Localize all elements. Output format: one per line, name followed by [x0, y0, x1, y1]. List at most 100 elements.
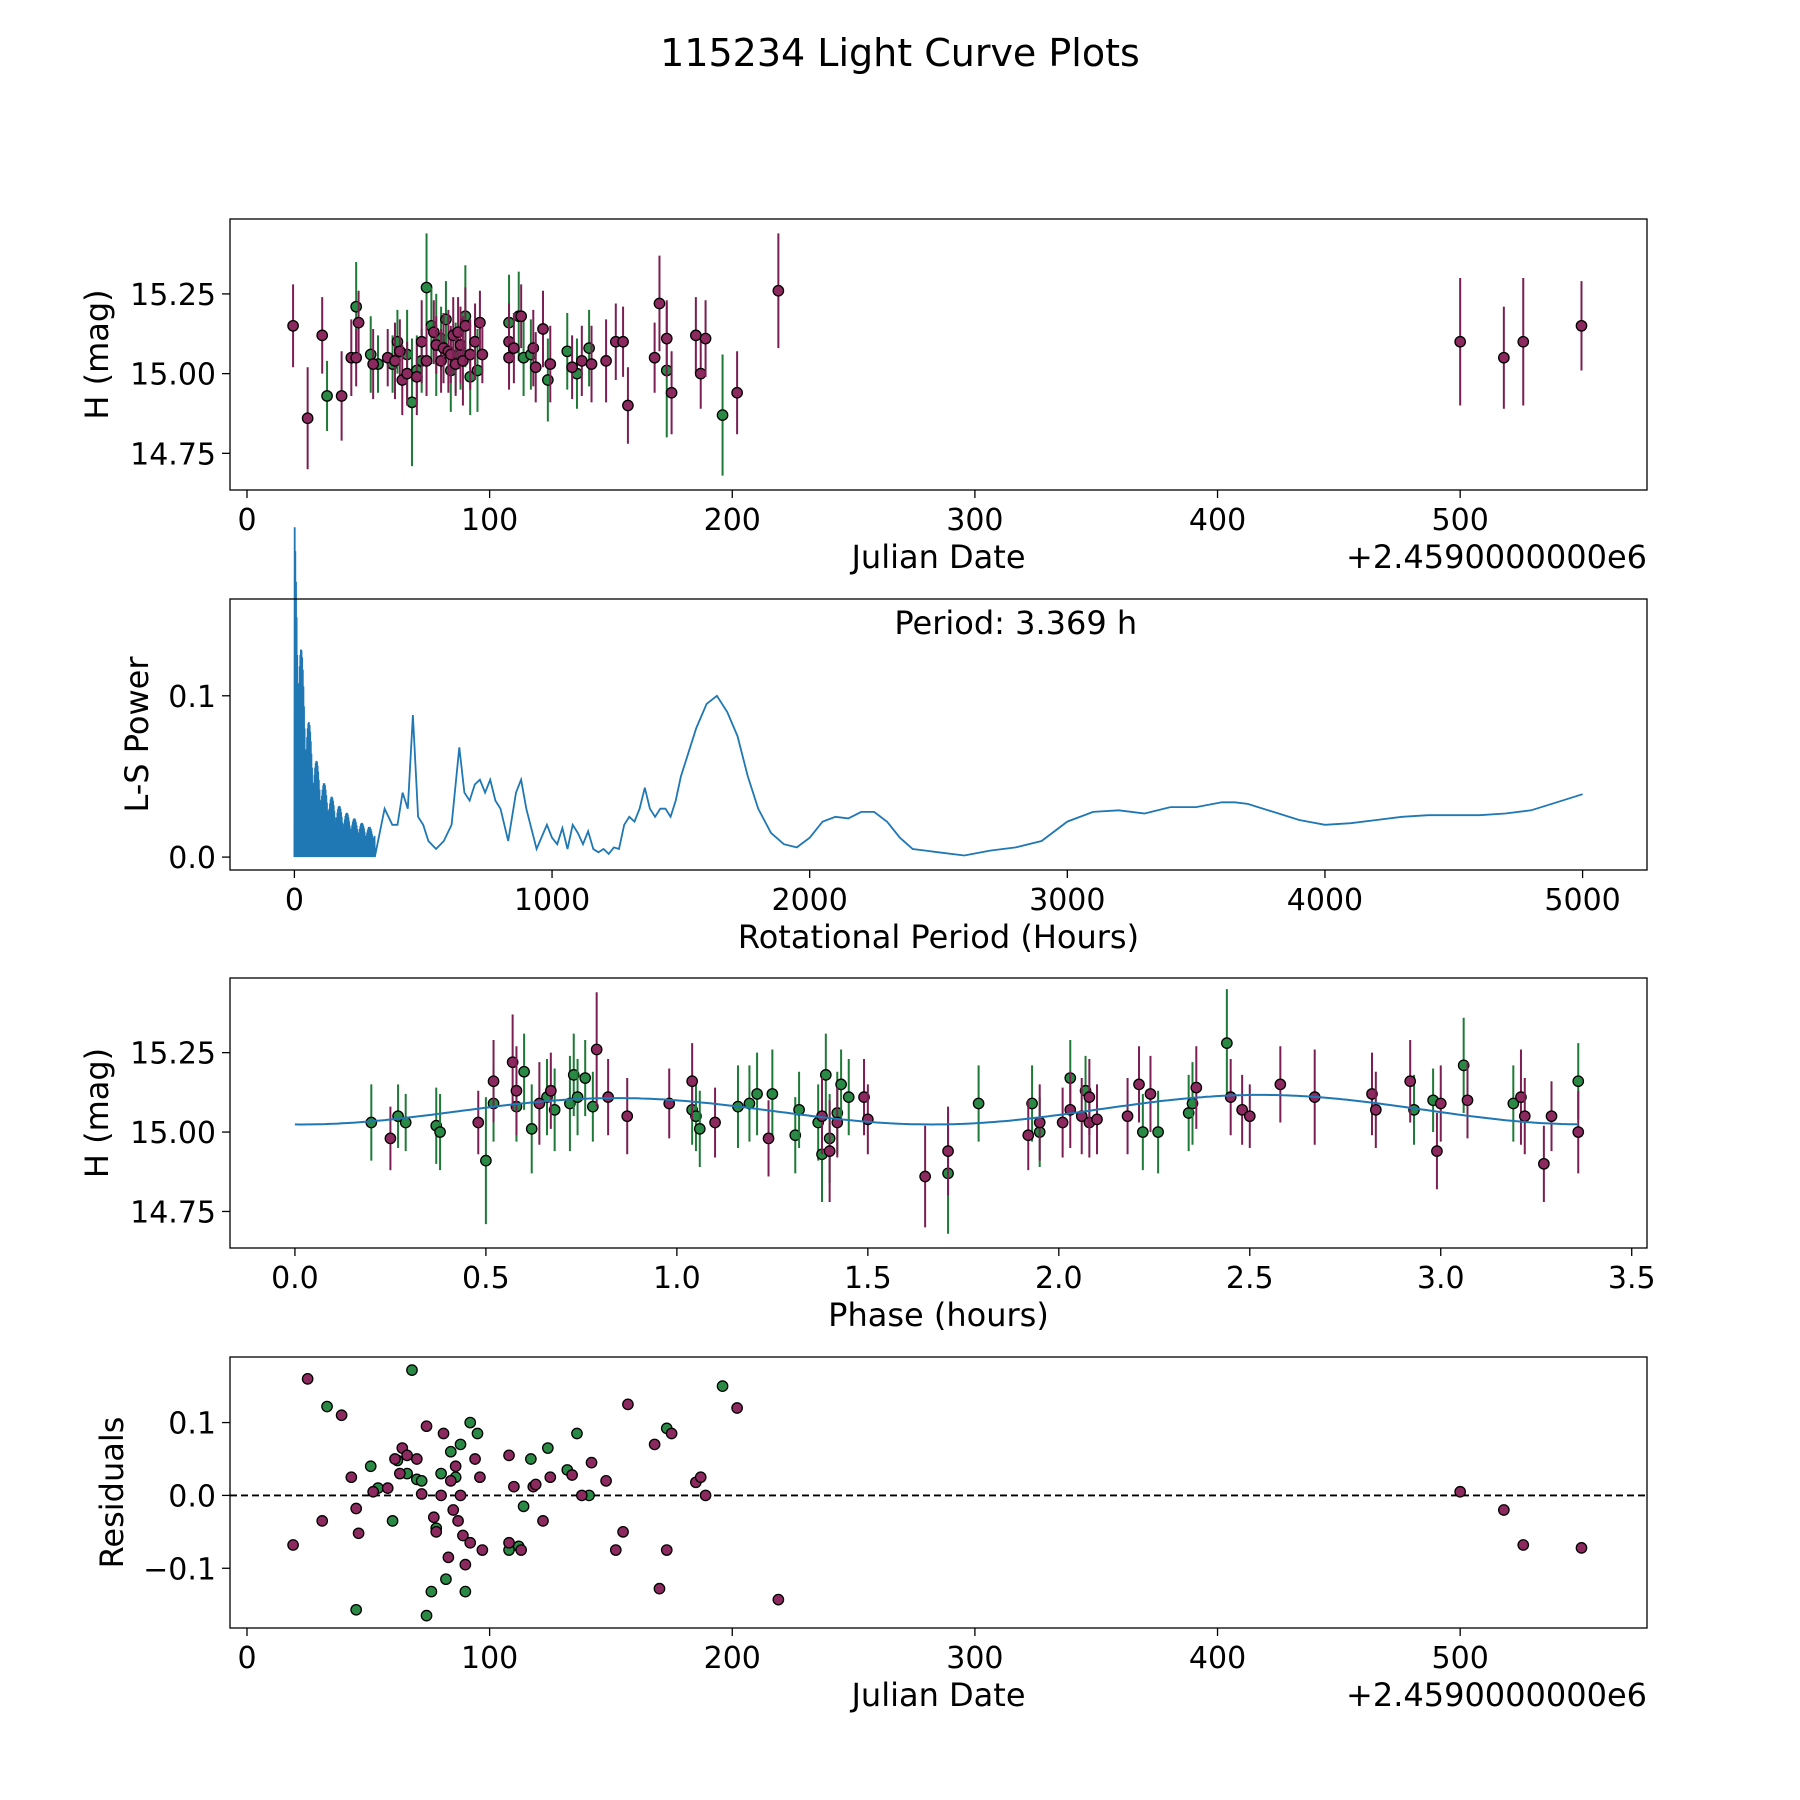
data-point — [858, 1091, 870, 1103]
x-tick-label: 4000 — [1287, 883, 1363, 918]
data-point — [575, 355, 588, 367]
data-point — [386, 1515, 399, 1527]
data-point — [487, 1075, 500, 1088]
data-point — [420, 1420, 433, 1433]
residuals-plot: 0 100 200 300 400 500 −0.1 0.0 0.1 Julian Date Res… — [93, 1356, 1648, 1714]
y-axis-label: H (mag) — [78, 289, 116, 419]
series-green — [365, 989, 1585, 1234]
data-point — [842, 1091, 855, 1103]
data-point — [449, 1460, 462, 1473]
data-point — [430, 1525, 443, 1538]
data-point — [583, 342, 595, 354]
data-point — [367, 1485, 380, 1498]
data-point — [503, 351, 515, 364]
data-point — [454, 1489, 467, 1502]
data-point — [464, 1416, 477, 1429]
data-point — [716, 409, 729, 421]
x-tick-label: 0.5 — [462, 1261, 510, 1296]
x-tick-label: 0 — [237, 1641, 256, 1676]
x-tick-label: 1.0 — [653, 1261, 701, 1296]
data-point — [464, 348, 477, 361]
data-point — [352, 1527, 365, 1540]
x-axis-label: Julian Date — [849, 1676, 1025, 1714]
data-point — [690, 1110, 702, 1123]
data-point — [435, 1467, 447, 1480]
period-annotation: Period: 3.369 h — [894, 604, 1137, 642]
series-purple — [384, 992, 1585, 1228]
data-point — [772, 284, 785, 297]
data-point — [942, 1145, 954, 1157]
data-point — [762, 1132, 775, 1145]
data-point — [585, 358, 598, 370]
data-point — [533, 1097, 546, 1110]
data-point — [384, 1132, 397, 1145]
data-point — [544, 1084, 557, 1097]
data-point — [350, 1603, 363, 1616]
x-tick-label: 5000 — [1544, 883, 1620, 918]
data-point — [699, 332, 712, 345]
data-point — [1545, 1110, 1558, 1123]
data-point — [537, 1515, 549, 1527]
data-point — [1497, 1504, 1510, 1516]
x-tick-label: 200 — [704, 503, 761, 538]
data-point — [444, 1474, 457, 1487]
x-tick-label: 3.0 — [1417, 1261, 1465, 1296]
data-point — [648, 1438, 661, 1451]
data-point — [1224, 1091, 1237, 1103]
x-tick-label: 0 — [237, 503, 256, 538]
data-point — [1221, 1037, 1233, 1049]
data-point — [350, 351, 363, 364]
x-offset-text: +2.4590000000e6 — [1346, 1676, 1647, 1714]
data-point — [1538, 1157, 1550, 1170]
data-point — [459, 1558, 472, 1571]
data-point — [389, 355, 401, 367]
data-point — [364, 1460, 377, 1473]
y-tick-label: 14.75 — [130, 437, 216, 472]
data-point — [1144, 1088, 1157, 1100]
data-point — [321, 1400, 333, 1413]
data-point — [321, 390, 333, 402]
data-point — [590, 1043, 603, 1056]
x-offset-text: +2.4590000000e6 — [1346, 538, 1647, 576]
data-point — [503, 1449, 515, 1462]
data-point — [389, 1453, 401, 1465]
data-point — [542, 374, 554, 386]
data-point — [690, 329, 702, 342]
data-point — [287, 1539, 299, 1551]
data-point — [364, 348, 377, 361]
data-point — [586, 1100, 599, 1113]
x-axis-label: Phase (hours) — [828, 1296, 1049, 1334]
y-tick-label: 0.0 — [168, 1479, 216, 1514]
data-point — [789, 1129, 802, 1142]
data-point — [731, 386, 743, 399]
data-point — [474, 316, 486, 329]
data-point — [435, 355, 447, 367]
data-point — [566, 1469, 578, 1481]
data-point — [766, 1088, 779, 1100]
y-axis-label: L-S Power — [118, 656, 156, 813]
x-tick-label: 0.0 — [271, 1261, 319, 1296]
data-point — [648, 351, 661, 364]
data-point — [447, 1504, 460, 1516]
data-point — [1404, 1075, 1417, 1088]
data-point — [476, 1544, 489, 1556]
figure-title: 115234 Light Curve Plots — [660, 31, 1140, 75]
data-point — [529, 361, 542, 374]
data-point — [503, 1536, 515, 1549]
x-tick-label: 400 — [1189, 1641, 1246, 1676]
x-tick-label: 300 — [946, 1641, 1003, 1676]
data-point — [548, 1103, 561, 1116]
data-point — [622, 399, 634, 412]
data-point — [316, 1515, 329, 1527]
x-tick-label: 3.5 — [1608, 1261, 1656, 1296]
data-point — [617, 335, 629, 348]
data-point — [464, 1536, 477, 1549]
data-point — [415, 335, 428, 348]
data-point — [508, 1480, 520, 1493]
data-point — [427, 1511, 440, 1524]
data-point — [567, 1069, 580, 1081]
data-point — [653, 297, 666, 310]
data-point — [537, 323, 549, 335]
data-point — [529, 1478, 542, 1491]
x-axis-label: Rotational Period (Hours) — [738, 918, 1139, 956]
